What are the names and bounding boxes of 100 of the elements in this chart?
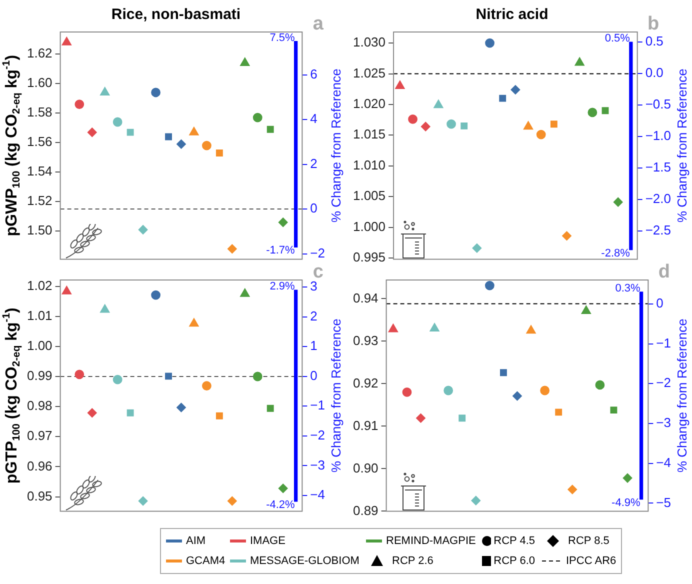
annotation: -1.7% [266,244,296,257]
y2-tick-label: −1 [656,335,672,350]
point [189,318,199,327]
point [151,290,160,300]
annotation: 0.5% [604,32,630,45]
point [526,325,536,334]
point [555,408,562,416]
legend-label: RCP 2.6 [392,555,434,567]
point [278,218,288,228]
text: a [312,14,324,35]
y2-tick-label: 0.5 [645,34,664,49]
text: d [658,262,670,283]
point [523,121,534,130]
point [471,496,481,506]
point [189,126,199,136]
y2-tick-label: −5 [656,494,672,510]
point [408,114,418,124]
point [62,286,72,294]
y2-tick-label: −2 [310,245,326,260]
point [499,94,506,102]
point [388,324,398,332]
point [510,85,520,94]
point [87,408,97,418]
annotation: 0.3% [615,282,640,294]
y2-tick-label: 1 [310,338,318,354]
y2-tick-label: 0 [310,200,318,216]
point [574,57,584,66]
y2-tick-label: −4 [656,454,672,470]
point [165,133,172,140]
point [87,128,97,138]
point [126,409,134,416]
point [458,414,466,422]
legend-label: AIM [186,535,206,547]
annotation: 2.9% [270,280,296,293]
y2-tick-label: −3 [310,457,326,472]
y-tick-label: 0.93 [352,332,378,348]
point [610,406,618,414]
point [126,128,134,136]
y-tick-label: 1.000 [352,218,386,234]
y2-tick-label: −2.5 [645,222,672,238]
y2-axis-title: % Change from Reference [328,318,344,473]
point [266,404,274,412]
point [602,107,609,114]
y-tick-label: 0.995 [352,250,386,265]
annotation: 7.5% [270,32,296,44]
point [581,306,591,314]
legend-label: RCP 4.5 [494,535,535,547]
y2-tick-label: 2 [310,156,318,171]
y-tick-label: 0.89 [352,502,378,518]
y-tick-label: 0.97 [26,428,52,444]
point [138,496,148,506]
point [595,380,605,390]
y-tick-label: 1.58 [26,104,52,120]
y2-tick-label: −1.0 [645,128,672,144]
point [266,126,274,133]
y2-tick-label: −1 [310,398,326,413]
point [176,139,186,149]
y-tick-label: 1.56 [26,134,52,150]
legend-label: IPCC AR6 [566,555,616,567]
point [568,484,578,494]
point [216,150,223,156]
y-tick-label: 1.01 [26,308,52,323]
point [613,197,623,207]
annotation: -2.8% [601,247,630,260]
y-axis-title: pGWP100 (kg CO2-eq kg-1) [1,54,23,236]
y-tick-label: 0.94 [352,290,378,306]
annotation: -4.9% [612,496,640,509]
y-tick-label: 0.92 [352,375,378,390]
point [227,496,237,506]
point [550,120,558,128]
y-tick-label: 0.90 [352,460,378,476]
point [420,122,430,132]
y2-axis-title: % Change from Reference [328,68,344,223]
point [151,88,160,98]
y-tick-label: 0.98 [26,398,52,414]
y2-tick-label: 3 [310,278,318,294]
y2-tick-label: 2 [310,308,318,324]
point [416,413,426,423]
point [444,386,454,396]
legend-label: IMAGE [250,535,286,547]
point [588,108,598,118]
point [278,484,288,494]
point [622,473,632,483]
y-tick-label: 1.02 [26,278,52,293]
y-tick-label: 1.030 [352,34,386,50]
point [240,288,250,297]
point [402,388,412,397]
point [536,130,546,140]
point [112,117,122,127]
y-tick-label: 1.015 [352,126,386,142]
y2-tick-label: 0 [310,368,318,383]
chart-title: Rice, non-basmati [111,6,241,24]
point [112,374,122,384]
point [74,100,84,109]
point [138,224,148,234]
point [240,57,250,66]
y-tick-label: 1.020 [352,96,386,112]
y-tick-label: 0.95 [26,488,52,504]
y-tick-label: 1.005 [352,188,386,204]
point [165,372,172,380]
